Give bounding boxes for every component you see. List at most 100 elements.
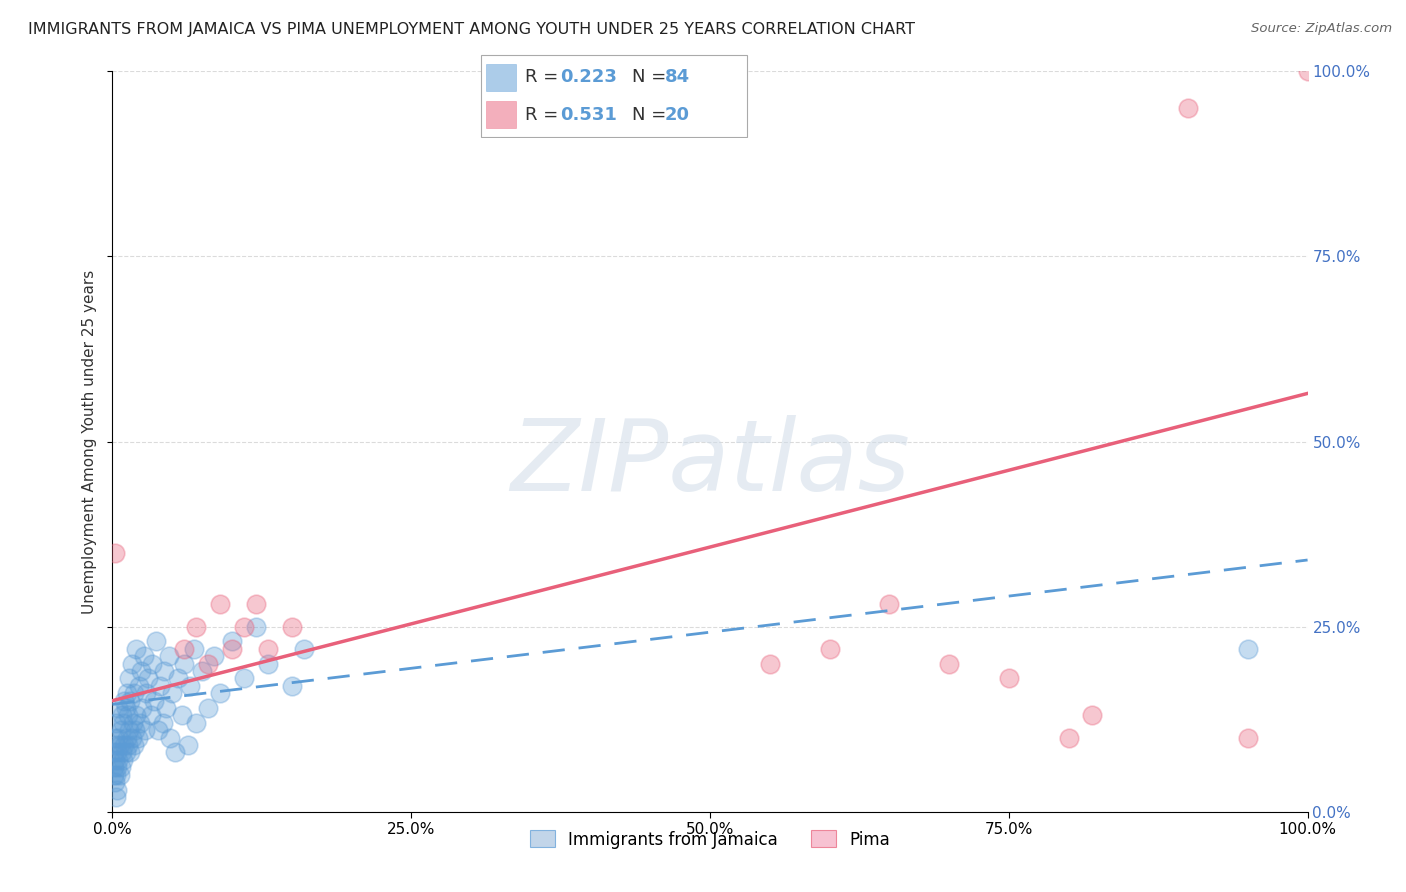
Point [105,760,128,774]
Text: ZIPatlas: ZIPatlas [510,416,910,512]
Point [115,686,138,700]
Point [122,686,145,700]
FancyBboxPatch shape [486,101,516,128]
Text: 0.223: 0.223 [561,69,617,87]
Point [191,664,214,678]
Point [118,672,141,686]
Point [209,598,232,612]
Point [111,746,134,760]
Text: 0.531: 0.531 [561,105,617,123]
Point [107,731,129,745]
Point [292,641,315,656]
Point [104,546,127,560]
Point [127,731,149,745]
Point [110,723,132,738]
Legend: Immigrants from Jamaica, Pima: Immigrants from Jamaica, Pima [523,823,897,855]
Point [120,694,142,708]
Point [173,641,195,656]
Point [221,634,243,648]
Point [138,672,160,686]
FancyBboxPatch shape [481,55,747,136]
Point [245,598,267,612]
Point [146,723,169,738]
Point [759,657,782,671]
Point [155,701,177,715]
Point [110,760,132,774]
Point [125,708,148,723]
Point [186,619,208,633]
Point [197,701,219,715]
Point [112,753,135,767]
Point [202,649,225,664]
Text: R =: R = [524,69,564,87]
Point [233,672,256,686]
Point [281,619,304,633]
Point [105,782,128,797]
Point [132,649,155,664]
Point [117,738,139,752]
Point [103,760,125,774]
Point [108,767,131,781]
Point [103,746,125,760]
Point [105,746,128,760]
Point [122,738,145,752]
Point [197,657,219,671]
Point [1057,731,1080,745]
Point [159,731,181,745]
Point [221,641,243,656]
Point [125,641,148,656]
Point [118,723,141,738]
Point [103,767,125,781]
Point [117,708,139,723]
Point [105,715,128,730]
Point [120,746,142,760]
Point [1237,731,1260,745]
Point [121,731,143,745]
FancyBboxPatch shape [486,63,516,91]
Point [281,679,304,693]
Point [111,708,134,723]
Point [163,746,186,760]
Point [105,767,128,781]
Point [129,664,152,678]
Point [134,723,156,738]
Point [818,641,841,656]
Text: 84: 84 [665,69,689,87]
Point [152,715,174,730]
Point [209,686,232,700]
Point [173,657,195,671]
Point [139,708,162,723]
Point [183,641,205,656]
Point [179,679,201,693]
Point [141,657,163,671]
Point [108,738,131,752]
Point [233,619,256,633]
Text: N =: N = [631,105,672,123]
Point [257,641,280,656]
Point [105,789,128,804]
Point [114,701,136,715]
Point [104,775,127,789]
Point [114,694,135,708]
Text: R =: R = [524,105,564,123]
Point [107,701,129,715]
Point [114,738,135,752]
Point [153,664,176,678]
Point [104,731,127,745]
Point [938,657,960,671]
Text: 20: 20 [665,105,689,123]
Point [135,686,157,700]
Point [167,672,190,686]
Point [1081,708,1104,723]
Point [257,657,280,671]
Point [129,715,152,730]
Point [107,753,129,767]
Point [157,649,180,664]
Point [128,679,150,693]
Point [1296,64,1319,78]
Point [177,738,200,752]
Point [1237,641,1260,656]
Text: N =: N = [631,69,672,87]
Point [143,694,166,708]
Point [131,701,153,715]
